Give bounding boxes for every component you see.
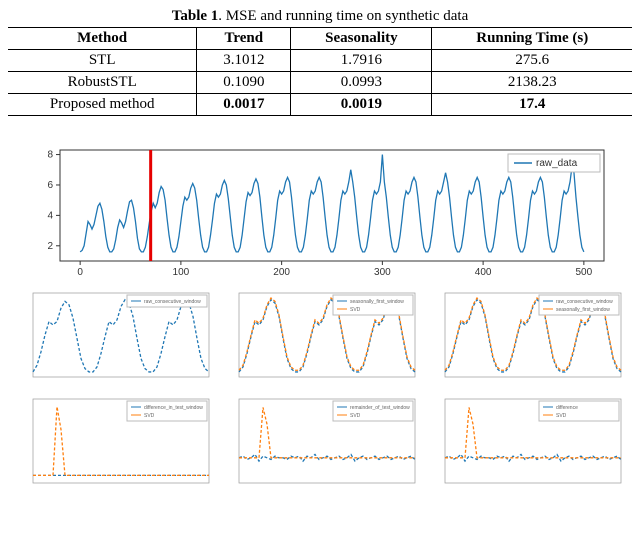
table-cell: 0.0017 xyxy=(197,94,291,116)
svg-text:remainder_of_test_window: remainder_of_test_window xyxy=(350,405,410,411)
svg-text:raw_data: raw_data xyxy=(536,158,578,169)
col-seasonality: Seasonality xyxy=(291,28,432,50)
table-1: Table 1. MSE and running time on synthet… xyxy=(8,8,632,116)
mini-row-2: difference_in_test_window SVD remainder_o… xyxy=(15,395,625,495)
table-cell: 17.4 xyxy=(432,94,632,116)
mini-chart: seasonally_first_window SVD xyxy=(221,289,419,389)
svg-text:8: 8 xyxy=(47,150,53,161)
mini-chart: difference SVD xyxy=(427,395,625,495)
mini-chart: raw_consecutive_window xyxy=(15,289,213,389)
mini-chart: difference_in_test_window SVD xyxy=(15,395,213,495)
svg-text:difference_in_test_window: difference_in_test_window xyxy=(144,405,203,411)
table-cell: 2138.23 xyxy=(432,72,632,94)
mini-chart: raw_consecutive_window seasonally_first_w… xyxy=(427,289,625,389)
svg-text:6: 6 xyxy=(47,180,53,191)
svg-text:SVD: SVD xyxy=(556,413,567,419)
svg-text:4: 4 xyxy=(47,210,53,221)
table-row: STL3.10121.7916275.6 xyxy=(8,50,632,72)
col-trend: Trend xyxy=(197,28,291,50)
table-cell: 3.1012 xyxy=(197,50,291,72)
table-cell: Proposed method xyxy=(8,94,197,116)
svg-text:400: 400 xyxy=(475,267,492,278)
svg-text:2: 2 xyxy=(47,241,53,252)
table-cell: 275.6 xyxy=(432,50,632,72)
svg-text:SVD: SVD xyxy=(350,307,361,313)
svg-text:500: 500 xyxy=(576,267,593,278)
caption-text: . MSE and running time on synthetic data xyxy=(218,8,468,24)
col-method: Method xyxy=(8,28,197,50)
table-cell: 1.7916 xyxy=(291,50,432,72)
table-cell: 0.1090 xyxy=(197,72,291,94)
mini-row-1: raw_consecutive_window seasonally_first_… xyxy=(15,289,625,389)
main-chart: 0 100 200 300 400 500 2 4 6 8 raw_data xyxy=(28,144,612,279)
svg-text:SVD: SVD xyxy=(144,413,155,419)
svg-text:200: 200 xyxy=(273,267,290,278)
svg-text:difference: difference xyxy=(556,405,578,411)
svg-text:seasonally_first_window: seasonally_first_window xyxy=(350,299,404,305)
mini-chart: remainder_of_test_window SVD xyxy=(221,395,419,495)
results-table: Method Trend Seasonality Running Time (s… xyxy=(8,27,632,116)
table-header-row: Method Trend Seasonality Running Time (s… xyxy=(8,28,632,50)
svg-text:raw_consecutive_window: raw_consecutive_window xyxy=(144,299,201,305)
svg-text:300: 300 xyxy=(374,267,391,278)
table-cell: 0.0019 xyxy=(291,94,432,116)
table-row: RobustSTL0.10900.09932138.23 xyxy=(8,72,632,94)
table-caption: Table 1. MSE and running time on synthet… xyxy=(8,8,632,25)
svg-text:raw_consecutive_window: raw_consecutive_window xyxy=(556,299,613,305)
table-row: Proposed method0.00170.001917.4 xyxy=(8,94,632,116)
svg-text:SVD: SVD xyxy=(350,413,361,419)
svg-text:0: 0 xyxy=(77,267,83,278)
table-cell: RobustSTL xyxy=(8,72,197,94)
col-runtime: Running Time (s) xyxy=(432,28,632,50)
caption-label: Table 1 xyxy=(172,8,219,24)
table-cell: 0.0993 xyxy=(291,72,432,94)
table-cell: STL xyxy=(8,50,197,72)
svg-text:seasonally_first_window: seasonally_first_window xyxy=(556,307,610,313)
svg-text:100: 100 xyxy=(173,267,190,278)
charts-region: 0 100 200 300 400 500 2 4 6 8 raw_data raw_consecu… xyxy=(8,144,632,495)
